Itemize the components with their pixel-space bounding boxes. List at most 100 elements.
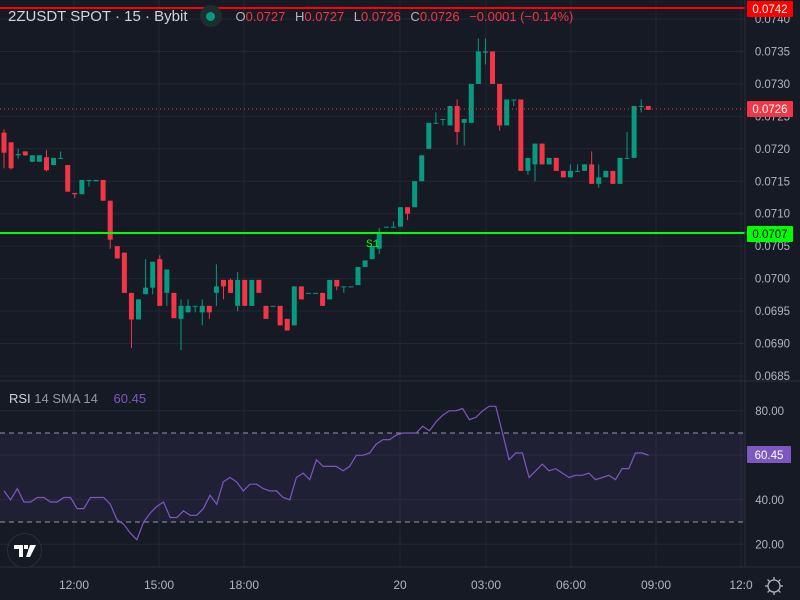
- price-axis[interactable]: 0.07400.07350.07300.07250.07200.07150.07…: [755, 14, 790, 383]
- candle-body: [532, 143, 538, 165]
- candle-body: [178, 305, 184, 319]
- rsi-legend[interactable]: RSI 14 SMA 14 60.45: [9, 391, 146, 406]
- candle-body: [539, 143, 545, 165]
- candle-body: [320, 292, 326, 306]
- candle-body: [574, 170, 580, 172]
- candle-body: [206, 305, 212, 313]
- candle-body: [412, 181, 418, 208]
- ohlc-values: O0.0727 H0.0727 L0.0726 C0.0726 −0.0001 …: [236, 9, 580, 24]
- time-axis[interactable]: 12:00 15:00 18:00 20 03:00 06:00 09:00 12:0: [59, 578, 753, 592]
- rsi-band-background: [0, 433, 745, 522]
- candle-body: [100, 179, 106, 201]
- settings-gear-icon[interactable]: [763, 575, 785, 597]
- resistance-price-label: 0.0742: [747, 1, 793, 17]
- close-label: C: [410, 8, 420, 24]
- candle-body: [29, 155, 35, 162]
- candle-body: [553, 157, 559, 171]
- candle-body: [645, 105, 651, 110]
- rsi-tick: 80.00: [755, 406, 784, 418]
- candle-body: [185, 305, 191, 313]
- svg-text:0.0742: 0.0742: [752, 4, 787, 16]
- price-tick: 0.0685: [755, 371, 790, 383]
- candle-body: [405, 207, 411, 214]
- price-tick: 0.0715: [755, 176, 790, 188]
- candle-body: [525, 157, 531, 171]
- candle-body: [8, 142, 14, 169]
- rsi-tick: 40.00: [755, 495, 784, 507]
- open-value: 0.0727: [245, 8, 286, 24]
- candle-body: [461, 118, 467, 123]
- support-label: S1: [366, 239, 380, 251]
- candle-body: [157, 259, 163, 306]
- price-tick: 0.0705: [755, 241, 790, 253]
- candle-body: [171, 292, 177, 319]
- candle-body: [440, 118, 446, 120]
- candle-body: [291, 286, 297, 326]
- time-tick: 15:00: [144, 578, 174, 592]
- candle-body: [355, 266, 361, 286]
- candle-body: [58, 157, 64, 159]
- candle-body: [624, 157, 630, 159]
- open-label: O: [235, 8, 246, 24]
- candle-body: [114, 246, 120, 259]
- candle-body: [86, 179, 92, 181]
- candle-body: [447, 105, 453, 126]
- candle-body: [468, 83, 474, 123]
- candle-body: [1, 132, 7, 153]
- time-tick: 06:00: [556, 578, 586, 592]
- candle-body: [348, 286, 354, 288]
- candle-body: [617, 157, 623, 184]
- candle-body: [518, 99, 524, 171]
- candle-body: [426, 122, 432, 149]
- candle-body: [72, 192, 78, 195]
- market-open-dot-icon: [206, 11, 215, 21]
- candle-body: [638, 105, 644, 107]
- last-price-badge: 0.0726: [747, 101, 793, 117]
- candle-body: [369, 246, 375, 260]
- low-value: 0.0726: [361, 8, 401, 24]
- candle-body: [341, 286, 347, 288]
- candle-body: [419, 155, 425, 182]
- svg-text:60.45: 60.45: [755, 450, 784, 462]
- time-tick: 09:00: [641, 578, 671, 592]
- candle-body: [199, 305, 205, 313]
- candle-body: [298, 286, 304, 300]
- candle-body: [270, 305, 276, 307]
- candlestick-series[interactable]: [1, 38, 651, 350]
- candle-body: [15, 153, 21, 156]
- tradingview-logo-icon[interactable]: [7, 533, 42, 568]
- candle-body: [390, 226, 396, 228]
- candle-body: [284, 318, 290, 331]
- rsi-axis[interactable]: 80.00 40.00 20.00: [755, 406, 784, 552]
- candle-body: [362, 260, 368, 267]
- candle-body: [192, 305, 198, 307]
- candle-body: [497, 83, 503, 126]
- support-price-label: 0.0707: [747, 226, 793, 242]
- candle-body: [65, 165, 71, 192]
- candle-body: [383, 226, 389, 228]
- candle-body: [228, 279, 234, 293]
- price-change: −0.0001 (−0.14%): [469, 8, 574, 24]
- svg-text:0.0707: 0.0707: [752, 229, 787, 241]
- candle-body: [242, 279, 248, 306]
- high-value: 0.0727: [304, 8, 345, 24]
- close-value: 0.0726: [419, 8, 460, 24]
- candle-body: [511, 99, 517, 101]
- market-status-indicator[interactable]: [199, 5, 222, 27]
- candle-body: [121, 252, 127, 293]
- rsi-value-badge: 60.45: [747, 446, 791, 463]
- symbol-legend[interactable]: 2ZUSDT SPOT · 15 · Bybit O0.0727 H0.0727…: [8, 5, 579, 27]
- time-tick: 12:0: [729, 578, 753, 592]
- price-tick: 0.0735: [755, 46, 790, 58]
- symbol-title[interactable]: 2ZUSDT SPOT · 15 · Bybit: [8, 7, 188, 25]
- candle-body: [36, 155, 42, 162]
- rsi-line[interactable]: [3, 405, 649, 541]
- candle-body: [490, 51, 496, 84]
- candle-body: [475, 51, 481, 84]
- price-tick: 0.0695: [755, 306, 790, 318]
- candle-body: [79, 179, 85, 195]
- candle-body: [128, 292, 134, 320]
- candle-body: [334, 279, 340, 287]
- candle-body: [376, 233, 382, 249]
